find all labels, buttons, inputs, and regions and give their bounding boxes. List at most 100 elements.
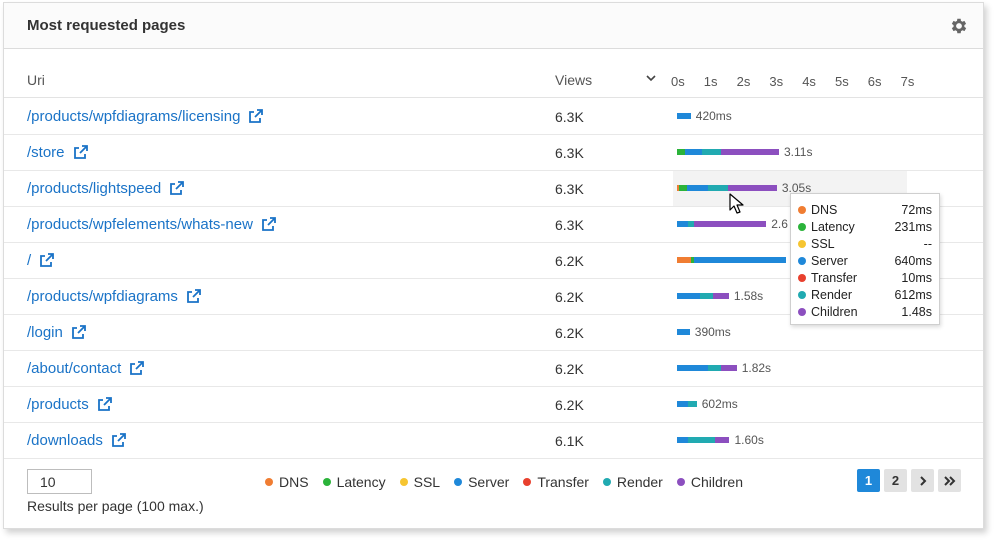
timing-segment-children <box>714 437 730 443</box>
page-uri-link[interactable]: / <box>27 252 55 269</box>
tooltip-dot-icon <box>798 222 806 231</box>
page-uri-link[interactable]: /products <box>27 396 112 413</box>
next-page-button[interactable] <box>911 469 934 492</box>
tooltip-row: Transfer 10ms <box>798 269 932 286</box>
legend-item[interactable]: Transfer <box>523 474 589 490</box>
timing-bar[interactable] <box>677 293 729 299</box>
external-link-icon[interactable] <box>170 181 185 195</box>
timing-segment-render <box>701 149 721 155</box>
page-uri-link[interactable]: /products/wpfdiagrams <box>27 288 201 305</box>
axis-tick-label: 0s <box>671 74 685 89</box>
gear-icon[interactable] <box>949 16 969 36</box>
external-link-icon[interactable] <box>187 289 201 303</box>
tooltip-phase-value: 72ms <box>901 202 932 217</box>
timing-total-label: 602ms <box>701 397 738 411</box>
external-link-icon[interactable] <box>249 109 264 123</box>
views-count: 6.3K <box>555 145 584 161</box>
timing-segment-latency <box>679 185 687 191</box>
table-row[interactable]: /downloads 6.1K 1.60s <box>4 423 983 459</box>
external-link-icon[interactable] <box>40 253 55 267</box>
table-row[interactable]: / 6.2K <box>4 243 983 279</box>
timing-segment-render <box>688 437 715 443</box>
panel-header: Most requested pages <box>4 3 983 49</box>
timing-segment-server <box>684 149 702 155</box>
table-row[interactable]: /products/wpfdiagrams 6.2K 1.58s <box>4 279 983 315</box>
page-uri-text: /products/wpfelements/whats-new <box>27 216 253 233</box>
tooltip-row: Latency 231ms <box>798 218 932 235</box>
external-link-icon[interactable] <box>73 145 88 159</box>
tooltip-dot-icon <box>798 205 806 214</box>
page-uri-link[interactable]: /products/wpfdiagrams/licensing <box>27 108 264 125</box>
timing-segment-server <box>677 221 689 227</box>
table-row[interactable]: /store 6.3K 3.11s <box>4 135 983 171</box>
legend-item[interactable]: Render <box>602 474 663 490</box>
legend-item[interactable]: Latency <box>322 474 386 490</box>
table-row[interactable]: /products 6.2K 602ms <box>4 387 983 423</box>
double-chevron-right-icon <box>943 475 955 486</box>
last-page-button[interactable] <box>938 469 961 492</box>
external-link-icon[interactable] <box>262 217 276 231</box>
views-count: 6.2K <box>555 397 584 413</box>
legend-dot-icon <box>322 478 331 486</box>
legend-label: SSL <box>413 474 441 490</box>
tooltip-phase-value: 10ms <box>901 270 932 285</box>
timing-bar[interactable] <box>677 401 697 407</box>
timing-segment-dns <box>677 185 680 191</box>
phase-legend: DNS Latency SSL Server Transfer Render Childre… <box>265 474 757 490</box>
page-uri-link[interactable]: /login <box>27 324 86 341</box>
tooltip-phase-name: DNS <box>811 202 838 217</box>
timing-segment-children <box>728 185 777 191</box>
external-link-icon[interactable] <box>71 325 86 339</box>
timing-segment-server <box>686 185 708 191</box>
timing-segment-render <box>699 293 714 299</box>
page-uri-link[interactable]: /about/contact <box>27 360 145 377</box>
timing-bar[interactable] <box>677 185 777 191</box>
timing-bar[interactable] <box>677 149 779 155</box>
page-size-input[interactable] <box>27 469 92 494</box>
page-uri-link[interactable]: /products/wpfelements/whats-new <box>27 216 276 233</box>
timing-segment-render <box>708 185 729 191</box>
timing-bar[interactable] <box>677 257 787 263</box>
column-header-uri[interactable]: Uri <box>27 72 45 88</box>
timing-total-label: 3.11s <box>784 145 813 159</box>
timing-segment-latency <box>677 149 685 155</box>
table-row[interactable]: /products/wpfdiagrams/licensing 6.3K 420ms <box>4 99 983 135</box>
table-row[interactable]: /login 6.2K 390ms <box>4 315 983 351</box>
external-link-icon[interactable] <box>111 433 126 447</box>
legend-item[interactable]: SSL <box>399 474 441 490</box>
timing-bar[interactable] <box>677 329 690 335</box>
page-1-button[interactable]: 1 <box>857 469 880 492</box>
timing-segment-server <box>677 113 691 119</box>
table-row[interactable]: /about/contact 6.2K 1.82s <box>4 351 983 387</box>
pagination: 1 2 <box>857 469 961 492</box>
timing-bar[interactable] <box>677 437 730 443</box>
views-count: 6.3K <box>555 217 584 233</box>
table-row[interactable]: /products/wpfelements/whats-new 6.3K 2.6 <box>4 207 983 243</box>
page-2-button[interactable]: 2 <box>884 469 907 492</box>
legend-item[interactable]: Server <box>454 474 509 490</box>
panel-title: Most requested pages <box>27 17 186 34</box>
column-header-views[interactable]: Views <box>555 72 593 88</box>
axis-tick-label: 7s <box>900 74 915 89</box>
mouse-cursor-icon <box>729 193 744 214</box>
views-count: 6.2K <box>555 325 584 341</box>
timing-bar[interactable] <box>677 365 737 371</box>
page-uri-link[interactable]: /store <box>27 144 88 161</box>
legend-item[interactable]: DNS <box>265 474 309 490</box>
external-link-icon[interactable] <box>97 397 112 411</box>
page-uri-link[interactable]: /downloads <box>27 432 126 449</box>
page-uri-text: / <box>27 252 32 269</box>
timing-total-label: 1.58s <box>733 289 764 303</box>
timing-total-label: 1.60s <box>734 433 764 447</box>
timing-total-label: 2.6 <box>771 217 788 231</box>
timing-bar[interactable] <box>677 221 767 227</box>
timing-bar[interactable] <box>677 113 691 119</box>
tooltip-dot-icon <box>798 256 806 265</box>
views-count: 6.2K <box>555 253 584 269</box>
external-link-icon[interactable] <box>130 361 145 375</box>
axis-tick-label: 2s <box>736 74 751 89</box>
chevron-down-icon[interactable] <box>643 69 659 87</box>
page-uri-link[interactable]: /products/lightspeed <box>27 180 185 197</box>
tooltip-phase-value: 1.48s <box>901 304 932 319</box>
legend-item[interactable]: Children <box>676 474 743 490</box>
